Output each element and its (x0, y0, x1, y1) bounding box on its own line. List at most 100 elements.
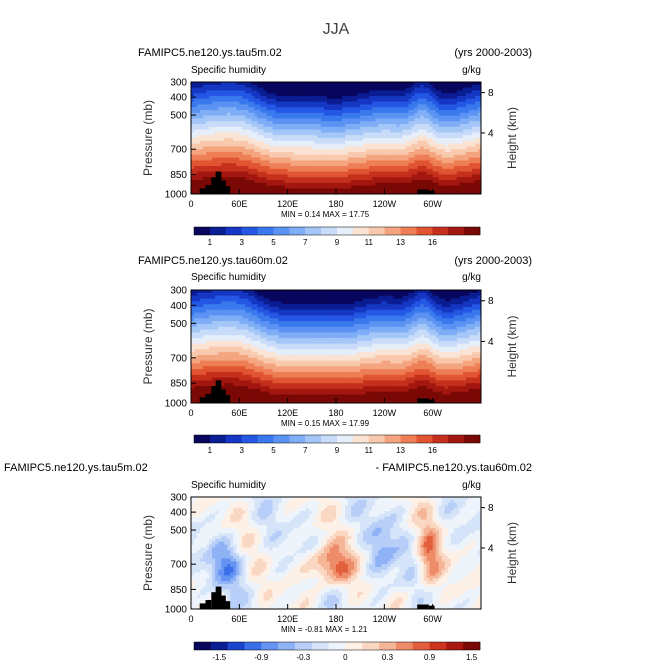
variable-label: Specific humidity (191, 65, 266, 76)
colorbar-label: 1 (208, 446, 213, 455)
colorbar-swatch (257, 435, 274, 443)
x-tick-label: 120W (373, 408, 397, 418)
panel-1: FAMIPC5.ne120.ys.tau5m.02 (yrs 2000-2003)… (138, 47, 532, 247)
colorbar-swatch (273, 227, 290, 235)
colorbar-label: 3 (239, 238, 244, 247)
y-tick-label: 850 (170, 379, 187, 390)
y-tick-label: 400 (170, 93, 187, 104)
colorbar-swatch (305, 227, 322, 235)
colorbar-swatch (463, 642, 481, 650)
colorbar-swatch (368, 435, 385, 443)
colorbar-swatch (446, 642, 464, 650)
terrain-mask (199, 586, 435, 609)
min-max-label: MIN = 0.14 MAX = 17.75 (281, 210, 370, 219)
y-right-tick-label: 4 (488, 543, 494, 554)
colorbar-swatch (384, 227, 401, 235)
colorbar-label: 13 (396, 446, 405, 455)
heatmap-field (191, 82, 481, 194)
colorbar-label: -0.3 (296, 653, 310, 662)
colorbar-swatch (241, 435, 258, 443)
colorbar-swatch (328, 642, 346, 650)
x-tick-label: 180 (328, 614, 343, 624)
colorbar-swatch (278, 642, 296, 650)
colorbar-swatch (345, 642, 363, 650)
colorbar-swatch (464, 227, 481, 235)
colorbar-label: 5 (271, 446, 276, 455)
colorbar-swatch (289, 227, 306, 235)
colorbar-swatch (429, 642, 447, 650)
colorbar-swatch (352, 435, 370, 443)
colorbar-swatch (379, 642, 397, 650)
panel-2: FAMIPC5.ne120.ys.tau60m.02 (yrs 2000-2003… (138, 255, 532, 455)
variable-label: Specific humidity (191, 480, 266, 491)
panel-title: FAMIPC5.ne120.ys.tau60m.02 (138, 255, 288, 267)
colorbar-swatch (337, 227, 354, 235)
panel-title-right: - FAMIPC5.ne120.ys.tau60m.02 (375, 462, 532, 474)
colorbar-swatch (352, 227, 370, 235)
y-right-tick-label: 4 (488, 128, 494, 139)
units-label: g/kg (462, 65, 481, 76)
y-tick-label: 850 (170, 585, 187, 596)
colorbar-swatch (244, 642, 262, 650)
colorbar-swatch (384, 435, 401, 443)
y-tick-label: 300 (170, 493, 187, 504)
colorbar-swatch (416, 435, 433, 443)
colorbar-swatch (400, 435, 417, 443)
colorbar-swatch (225, 435, 242, 443)
colorbar: 1 3 5 7 9 11 13 16 (193, 434, 481, 455)
y-tick-label: 500 (170, 319, 187, 330)
colorbar-swatch (194, 227, 211, 235)
y-tick-label: 1000 (165, 399, 188, 410)
colorbar-swatch (225, 227, 242, 235)
y-tick-label: 700 (170, 145, 187, 156)
colorbar-swatch (321, 435, 338, 443)
y-axis-label: Pressure (mb) (141, 100, 155, 176)
colorbar-swatch (432, 435, 449, 443)
x-tick-label: 60W (423, 408, 442, 418)
x-tick-label: 60E (231, 614, 247, 624)
colorbar-swatch (194, 435, 211, 443)
y-tick-label: 700 (170, 560, 187, 571)
colorbar-label: 11 (365, 238, 374, 247)
y-right-tick-label: 8 (488, 503, 494, 514)
panel-3: FAMIPC5.ne120.ys.tau5m.02 - FAMIPC5.ne120… (4, 462, 532, 662)
figure-title: JJA (323, 21, 350, 38)
y-right-tick-label: 8 (488, 296, 494, 307)
x-tick-label: 180 (328, 408, 343, 418)
colorbar-swatch (227, 642, 245, 650)
colorbar-swatch (337, 435, 354, 443)
y-right-axis-label: Height (km) (505, 522, 519, 584)
colorbar-swatch (311, 642, 329, 650)
colorbar-swatch (448, 227, 465, 235)
colorbar-label: 7 (303, 446, 308, 455)
colorbar-label: -1.5 (212, 653, 226, 662)
y-right-tick-label: 4 (488, 337, 494, 348)
colorbar-label: 5 (271, 238, 276, 247)
colorbar: -1.5 -0.9 -0.3 0 0.3 0.9 1.5 (193, 641, 481, 662)
panel-title: FAMIPC5.ne120.ys.tau5m.02 (4, 462, 148, 474)
x-tick-label: 120E (277, 199, 298, 209)
colorbar-swatch (448, 435, 465, 443)
x-tick-label: 120E (277, 614, 298, 624)
y-right-axis-label: Height (km) (505, 315, 519, 377)
colorbar-swatch (209, 435, 227, 443)
colorbar-swatch (294, 642, 313, 650)
y-tick-label: 850 (170, 170, 187, 181)
x-tick-label: 0 (188, 199, 193, 209)
y-tick-label: 500 (170, 526, 187, 537)
colorbar-swatch (261, 642, 279, 650)
x-tick-label: 120E (277, 408, 298, 418)
colorbar-label: 0.9 (424, 653, 436, 662)
colorbar-swatch (362, 642, 380, 650)
y-right-tick-label: 8 (488, 88, 494, 99)
colorbar-swatch (412, 642, 430, 650)
colorbar-swatch (289, 435, 306, 443)
y-tick-label: 1000 (165, 190, 188, 201)
panel-title: FAMIPC5.ne120.ys.tau5m.02 (138, 47, 282, 59)
colorbar-label: 0 (343, 653, 348, 662)
colorbar-swatch (241, 227, 258, 235)
panel-period: (yrs 2000-2003) (454, 255, 532, 267)
colorbar-swatch (273, 435, 290, 443)
colorbar-label: 16 (428, 446, 437, 455)
